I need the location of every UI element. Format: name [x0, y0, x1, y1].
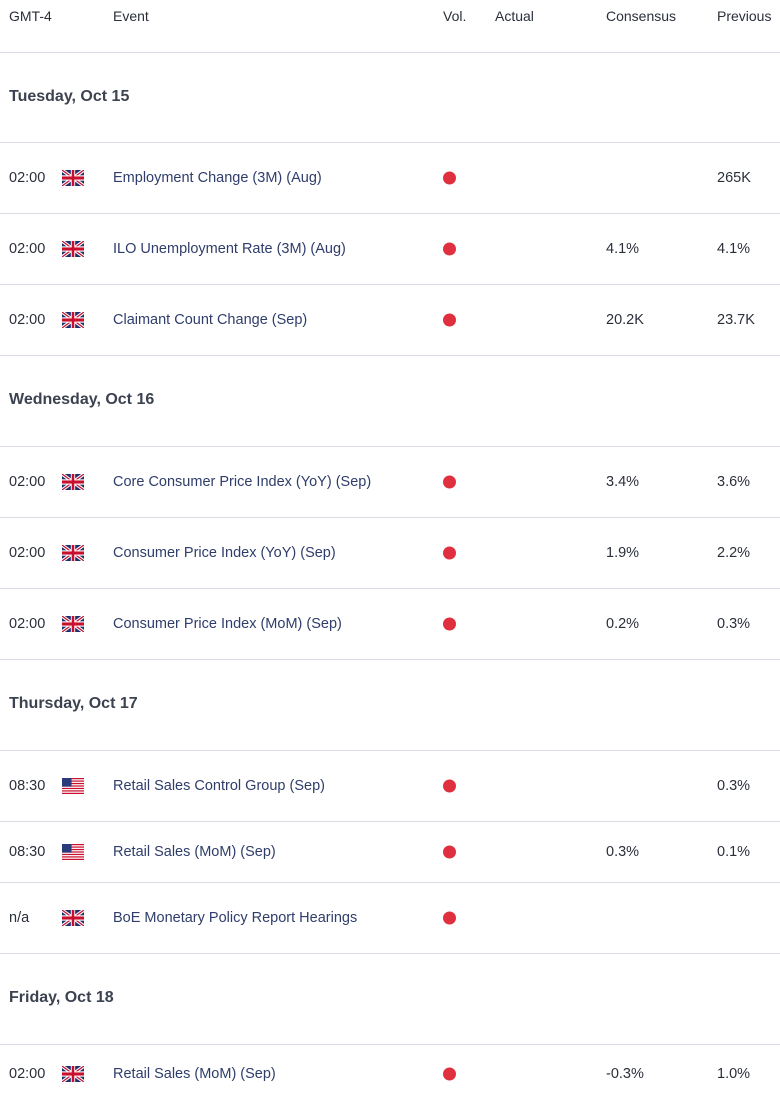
- event-name[interactable]: Consumer Price Index (YoY) (Sep): [113, 545, 336, 561]
- previous-header: Previous: [717, 8, 772, 24]
- previous-value: 0.1%: [717, 844, 751, 860]
- event-name[interactable]: Claimant Count Change (Sep): [113, 312, 308, 328]
- event-row[interactable]: 02:00 Consumer Price Index (MoM) (Sep) 0…: [0, 589, 780, 660]
- uk-flag-icon: [62, 474, 84, 490]
- event-time: n/a: [9, 910, 30, 926]
- high-volatility-icon: [443, 171, 456, 185]
- consensus-value: 4.1%: [606, 241, 640, 257]
- day-label: Wednesday, Oct 16: [9, 391, 155, 408]
- event-name[interactable]: BoE Monetary Policy Report Hearings: [113, 910, 358, 926]
- high-volatility-icon: [443, 617, 456, 631]
- event-row[interactable]: n/a BoE Monetary Policy Report Hearings: [0, 883, 780, 954]
- event-name[interactable]: Retail Sales Control Group (Sep): [113, 778, 325, 794]
- event-time: 02:00: [9, 545, 46, 561]
- event-row[interactable]: 02:00 Employment Change (3M) (Aug) 265K: [0, 143, 780, 214]
- uk-flag-icon: [62, 616, 84, 632]
- high-volatility-icon: [443, 313, 456, 327]
- actual-header: Actual: [495, 8, 534, 24]
- previous-value: 0.3%: [717, 778, 751, 794]
- consensus-value: 3.4%: [606, 474, 640, 490]
- high-volatility-icon: [443, 779, 456, 793]
- previous-value: 3.6%: [717, 474, 751, 490]
- us-flag-icon: [62, 778, 84, 794]
- consensus-value: 0.2%: [606, 616, 640, 632]
- consensus-value: -0.3%: [606, 1066, 644, 1082]
- uk-flag-icon: [62, 241, 84, 257]
- high-volatility-icon: [443, 242, 456, 256]
- day-header: Wednesday, Oct 16: [0, 356, 780, 447]
- previous-value: 23.7K: [717, 312, 755, 328]
- event-row[interactable]: 08:30 Retail Sales (MoM) (Sep) 0.3% 0.1%: [0, 822, 780, 883]
- event-name[interactable]: Employment Change (3M) (Aug): [113, 170, 322, 186]
- event-time: 02:00: [9, 170, 46, 186]
- event-name[interactable]: Retail Sales (MoM) (Sep): [113, 844, 276, 860]
- day-label: Thursday, Oct 17: [9, 695, 138, 712]
- us-flag-icon: [62, 844, 84, 860]
- consensus-value: 20.2K: [606, 312, 644, 328]
- event-row[interactable]: 02:00 Retail Sales (MoM) (Sep) -0.3% 1.0…: [0, 1045, 780, 1103]
- day-header: Tuesday, Oct 15: [0, 53, 780, 143]
- event-row[interactable]: 02:00 Consumer Price Index (YoY) (Sep) 1…: [0, 518, 780, 589]
- previous-value: 0.3%: [717, 616, 751, 632]
- event-name[interactable]: Consumer Price Index (MoM) (Sep): [113, 616, 342, 632]
- uk-flag-icon: [62, 170, 84, 186]
- event-name[interactable]: Core Consumer Price Index (YoY) (Sep): [113, 474, 372, 490]
- day-header: Thursday, Oct 17: [0, 660, 780, 751]
- timezone-header[interactable]: GMT-4: [9, 8, 52, 24]
- uk-flag-icon: [62, 1066, 84, 1082]
- event-time: 08:30: [9, 844, 46, 860]
- uk-flag-icon: [62, 545, 84, 561]
- previous-value: 2.2%: [717, 545, 751, 561]
- consensus-value: 1.9%: [606, 545, 640, 561]
- event-row[interactable]: 02:00 Core Consumer Price Index (YoY) (S…: [0, 447, 780, 518]
- event-row[interactable]: 02:00 Claimant Count Change (Sep) 20.2K …: [0, 285, 780, 356]
- volatility-header: Vol.: [443, 8, 467, 24]
- table-header: GMT-4 Event Vol. Actual Consensus Previo…: [0, 0, 780, 53]
- day-label: Tuesday, Oct 15: [9, 88, 130, 105]
- previous-value: 4.1%: [717, 241, 751, 257]
- previous-value: 265K: [717, 170, 751, 186]
- event-time: 02:00: [9, 1066, 46, 1082]
- uk-flag-icon: [62, 910, 84, 926]
- consensus-header: Consensus: [606, 8, 677, 24]
- uk-flag-icon: [62, 312, 84, 328]
- event-time: 02:00: [9, 474, 46, 490]
- event-time: 08:30: [9, 778, 46, 794]
- event-row[interactable]: 02:00 ILO Unemployment Rate (3M) (Aug) 4…: [0, 214, 780, 285]
- day-header: Friday, Oct 18: [0, 954, 780, 1045]
- event-time: 02:00: [9, 616, 46, 632]
- event-time: 02:00: [9, 312, 46, 328]
- event-header: Event: [113, 8, 149, 24]
- high-volatility-icon: [443, 546, 456, 560]
- event-row[interactable]: 08:30 Retail Sales Control Group (Sep) 0…: [0, 751, 780, 822]
- high-volatility-icon: [443, 1067, 456, 1081]
- previous-value: 1.0%: [717, 1066, 751, 1082]
- high-volatility-icon: [443, 845, 456, 859]
- day-label: Friday, Oct 18: [9, 989, 114, 1006]
- consensus-value: 0.3%: [606, 844, 640, 860]
- high-volatility-icon: [443, 911, 456, 925]
- high-volatility-icon: [443, 475, 456, 489]
- event-time: 02:00: [9, 241, 46, 257]
- event-name[interactable]: Retail Sales (MoM) (Sep): [113, 1066, 276, 1082]
- event-name[interactable]: ILO Unemployment Rate (3M) (Aug): [113, 241, 346, 257]
